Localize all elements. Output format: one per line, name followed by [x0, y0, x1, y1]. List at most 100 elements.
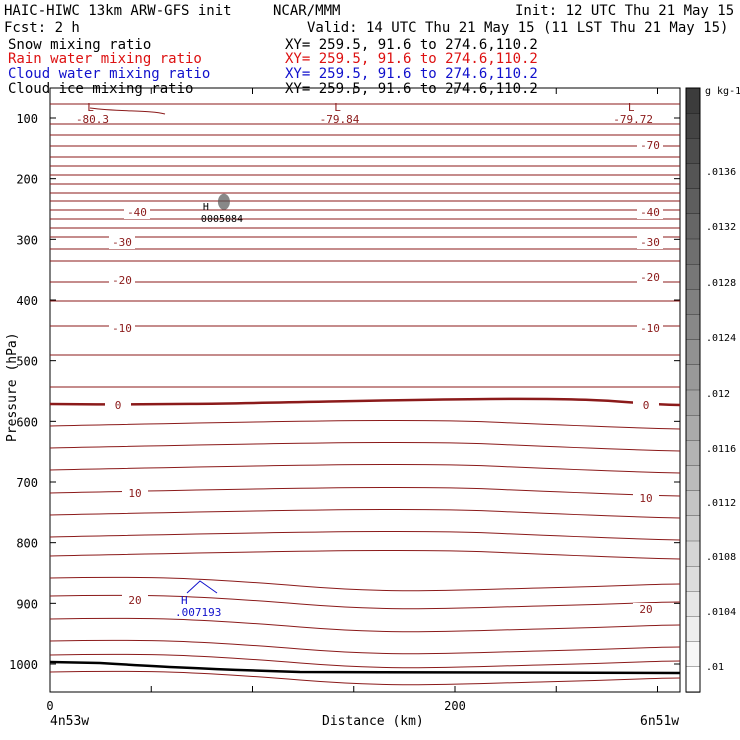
contour-label: 0 [115, 399, 122, 412]
contour-label: -20 [112, 274, 132, 287]
y-tick-label: 200 [16, 173, 38, 187]
isotherm-line [49, 653, 681, 669]
colorbar-cell [685, 339, 701, 366]
contour-label: -30 [640, 236, 660, 249]
x-tick-label: 0 [46, 699, 53, 713]
colorbar-cell [685, 87, 701, 114]
contour-label-bg [124, 206, 150, 219]
colorbar-cell [685, 515, 701, 542]
colorbar-cell [685, 188, 701, 215]
zero-isotherm [49, 397, 681, 407]
colorbar-cell [685, 540, 701, 567]
isotherm-line [89, 107, 166, 115]
y-tick-label: 300 [16, 233, 38, 247]
contour-label: -20 [640, 271, 660, 284]
legend-snow-xy: XY= 259.5, 91.6 to 274.6,110.2 [285, 37, 538, 53]
contour-label: -70 [640, 139, 660, 152]
contour-label: -30 [112, 236, 132, 249]
colorbar-cell [685, 641, 701, 668]
legend-cloudice-xy: XY= 259.5, 91.6 to 274.6,110.2 [285, 81, 538, 97]
contour-label-bg [109, 274, 135, 287]
y-tick-label: 600 [16, 415, 38, 429]
colorbar-cell [685, 490, 701, 517]
isotherm-line [49, 550, 681, 560]
y-tick-label: 900 [16, 597, 38, 611]
colorbar-cell [685, 465, 701, 492]
x-tick-label: 200 [444, 699, 466, 713]
colorbar-cell [685, 415, 701, 441]
colorbar-cell [685, 616, 701, 643]
forecast-hour: Fcst: 2 h [4, 20, 80, 36]
x-right-location: 6n51w [640, 714, 679, 729]
colorbar-cell [685, 566, 701, 592]
isotherm-line [49, 487, 681, 497]
contour-label-bg [633, 399, 659, 412]
contour-label: -40 [127, 206, 147, 219]
colorbar-tick-label: .0136 [706, 167, 736, 178]
legend-snow-label: Snow mixing ratio [8, 37, 151, 53]
isotherm-line [49, 442, 681, 452]
colorbar-cell [685, 264, 701, 290]
legend-cloudwater-xy: XY= 259.5, 91.6 to 274.6,110.2 [285, 66, 538, 82]
y-tick-label: 800 [16, 537, 38, 551]
y-tick-label: 1000 [9, 658, 38, 672]
colorbar-tick-label: .01 [706, 662, 724, 673]
legend-rain-xy: XY= 259.5, 91.6 to 274.6,110.2 [285, 51, 538, 67]
temp-min-marker: L [87, 101, 94, 114]
contour-label-bg [122, 487, 148, 500]
colorbar-tick-label: .0116 [706, 444, 736, 455]
contour-label-bg [105, 399, 131, 412]
contour-label-bg [633, 492, 659, 505]
contour-label: 10 [639, 492, 652, 505]
temp-min-marker: L [628, 101, 635, 114]
terrain-line [49, 660, 681, 675]
isotherm-line [49, 531, 681, 541]
isotherm-line [49, 617, 681, 633]
plot-frame [49, 87, 681, 693]
colorbar-tick-label: .0108 [706, 552, 736, 563]
isotherm-line [49, 639, 681, 655]
colorbar-tick-label: .0112 [706, 498, 736, 509]
x-axis-title: Distance (km) [322, 714, 424, 729]
contour-label-bg [637, 236, 663, 249]
y-tick-label: 500 [16, 355, 38, 369]
init-time: Init: 12 UTC Thu 21 May 15 [515, 3, 734, 19]
contour-label-bg [109, 322, 135, 335]
isotherm-line [49, 576, 681, 592]
legend-cloudwater-label: Cloud water mixing ratio [8, 66, 210, 82]
cloudwater-max-marker: H [181, 594, 188, 607]
contour-label-bg [109, 236, 135, 249]
y-tick-label: 700 [16, 476, 38, 490]
temp-min-marker: L [334, 101, 341, 114]
colorbar-cell [685, 113, 701, 139]
snow-max-value: 0005084 [201, 214, 243, 225]
contour-label: 10 [128, 487, 141, 500]
colorbar-tick-label: .0124 [706, 333, 736, 344]
contour-label: -10 [640, 322, 660, 335]
colorbar-cell [685, 364, 701, 391]
cloudwater-contour [186, 580, 218, 594]
contour-label: -40 [640, 206, 660, 219]
colorbar-tick-label: .0128 [706, 278, 736, 289]
temp-min-value: -79.72 [613, 113, 653, 126]
contour-label: 20 [639, 603, 652, 616]
valid-time: Valid: 14 UTC Thu 21 May 15 (11 LST Thu … [307, 20, 728, 36]
colorbar-unit: g kg-1 [705, 86, 740, 97]
chart-title: HAIC-HIWC 13km ARW-GFS init [4, 3, 232, 19]
colorbar-cell [685, 440, 701, 467]
colorbar-cell [685, 591, 701, 618]
x-left-location: 4n53w [50, 714, 89, 729]
contour-label-bg [637, 271, 663, 284]
colorbar-tick-label: .0132 [706, 222, 736, 233]
contour-label: 20 [128, 594, 141, 607]
isotherm-line [49, 420, 681, 430]
chart-org: NCAR/MMM [273, 3, 340, 19]
legend-cloudice-label: Cloud ice mixing ratio [8, 81, 193, 97]
snow-max-blob [217, 193, 230, 210]
contour-label-bg [637, 322, 663, 335]
contour-label: 0 [643, 399, 650, 412]
colorbar-cell [685, 389, 701, 416]
contour-label-bg [633, 603, 659, 616]
temp-min-value: -79.84 [320, 113, 360, 126]
